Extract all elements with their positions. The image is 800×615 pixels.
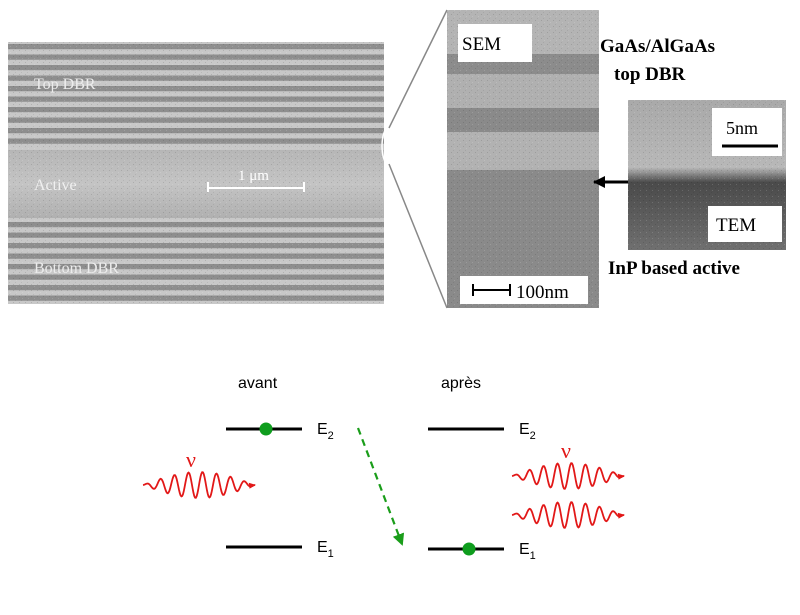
scale-bar-100nm bbox=[472, 284, 511, 296]
scale-5nm-label: 5nm bbox=[726, 118, 758, 138]
scale-1um-label: 1 μm bbox=[238, 168, 269, 184]
zoom-indicator bbox=[381, 9, 448, 309]
bottom-dbr-label: Bottom DBR bbox=[34, 260, 119, 277]
outgoing-photon-wave-2 bbox=[511, 501, 625, 529]
before-e2-label: E2 bbox=[317, 421, 334, 442]
tem-inset-image: 5nm TEM bbox=[628, 100, 786, 250]
after-label: après bbox=[441, 375, 481, 392]
scale-100nm-label: 100nm bbox=[516, 282, 569, 303]
sem-cross-section-image: Top DBR Active Bottom DBR 1 μm bbox=[8, 42, 384, 304]
before-label: avant bbox=[238, 375, 278, 392]
after-electron bbox=[462, 542, 476, 556]
scale-bar-1um: 1 μm bbox=[207, 168, 305, 192]
outgoing-photon-nu: ν bbox=[561, 438, 571, 463]
after-e2-label: E2 bbox=[519, 421, 536, 442]
zoom-ellipse bbox=[381, 125, 399, 167]
mirror-label-line2: top DBR bbox=[614, 64, 686, 85]
sem-noise-overlay bbox=[8, 42, 384, 304]
active-label: Active bbox=[34, 177, 77, 194]
incoming-photon-nu: ν bbox=[186, 447, 196, 472]
before-e1-label: E1 bbox=[317, 539, 334, 560]
zoom-line-bottom bbox=[388, 163, 448, 309]
sem-zoom-image: SEM 100nm bbox=[447, 10, 599, 308]
transition-arrow bbox=[356, 427, 405, 546]
sem-label-box bbox=[458, 24, 532, 62]
before-electron bbox=[259, 422, 273, 436]
stimulated-emission-diagram: avant après E2 E1 ν E2 E1 ν bbox=[142, 375, 625, 562]
scale-5nm-box bbox=[712, 108, 782, 156]
inp-active-caption: InP based active bbox=[608, 258, 740, 279]
after-e1-label: E1 bbox=[519, 541, 536, 562]
mirror-label-line1: GaAs/AlGaAs bbox=[600, 36, 715, 57]
tem-label-box bbox=[708, 206, 782, 242]
zoom-line-top bbox=[388, 9, 448, 129]
tem-label: TEM bbox=[716, 215, 756, 236]
outgoing-photon-wave-1 bbox=[511, 462, 625, 490]
top-dbr-label: Top DBR bbox=[34, 76, 96, 93]
incoming-photon-wave bbox=[142, 471, 256, 499]
sem-label: SEM bbox=[462, 34, 501, 55]
